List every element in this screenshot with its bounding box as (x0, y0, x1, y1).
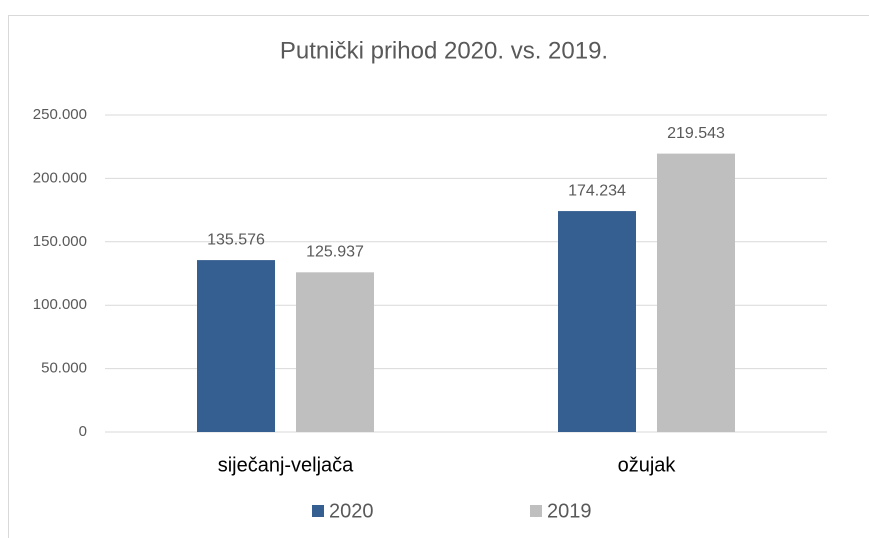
value-label: 135.576 (207, 231, 265, 248)
chart-title: Putnički prihod 2020. vs. 2019. (280, 37, 608, 64)
bar (657, 153, 735, 432)
bar (558, 211, 636, 432)
legend-label: 2020 (329, 500, 374, 522)
value-label: 219.543 (667, 125, 725, 142)
y-tick-label: 250.000 (33, 106, 87, 123)
x-tick-label: siječanj-veljača (218, 454, 354, 476)
legend-swatch (312, 505, 324, 517)
y-tick-label: 50.000 (41, 360, 87, 377)
chart-border (8, 15, 869, 538)
legend-label: 2019 (547, 500, 592, 522)
y-tick-label: 0 (79, 423, 87, 440)
y-tick-label: 150.000 (33, 233, 87, 250)
y-tick-label: 200.000 (33, 169, 87, 186)
y-tick-label: 100.000 (33, 296, 87, 313)
bar (296, 272, 374, 432)
bar (197, 260, 275, 432)
x-tick-label: ožujak (618, 454, 677, 476)
value-label: 125.937 (306, 244, 364, 261)
value-label: 174.234 (568, 182, 626, 199)
legend-swatch (530, 505, 542, 517)
